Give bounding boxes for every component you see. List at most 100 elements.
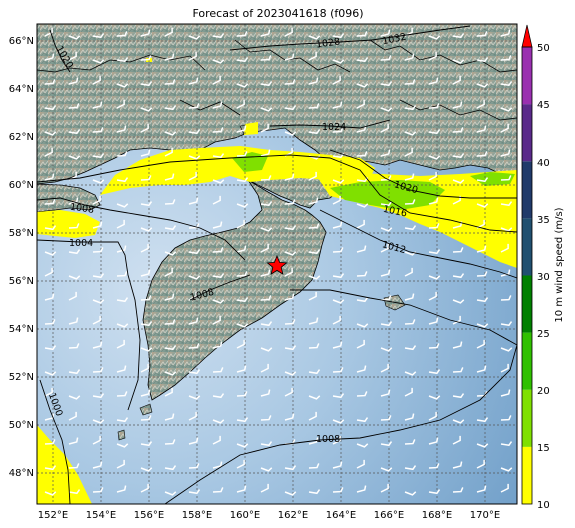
wind-barb (236, 271, 248, 277)
wind-barb (116, 459, 125, 469)
wind-barb (92, 221, 103, 229)
lat-label: 52°N (9, 372, 34, 383)
wind-barb (188, 35, 201, 40)
wind-barb (188, 369, 201, 375)
wind-barb (188, 103, 200, 109)
wind-barb (68, 103, 80, 109)
wind-barb (164, 413, 175, 421)
land-siberia (37, 24, 517, 185)
wind-barb (356, 203, 369, 208)
colorbar-tick-label: 50 (537, 43, 550, 54)
wind-barb (452, 487, 464, 493)
wind-barb (428, 317, 439, 325)
wind-barb (140, 81, 153, 87)
wind-barb (332, 435, 341, 445)
wind-barb (164, 199, 176, 205)
wind-barb (116, 31, 128, 37)
wind-barb (380, 55, 392, 61)
isobar-1028 (229, 39, 373, 51)
wind-barb (428, 155, 441, 160)
wind-barb (332, 487, 344, 493)
wind-barb (452, 393, 465, 399)
wind-barb (356, 297, 369, 303)
lon-label: 152°E (38, 510, 68, 521)
wind-barb (212, 393, 225, 399)
colorbar-band (522, 218, 532, 276)
wind-barb (164, 345, 177, 351)
wind-barb (308, 437, 319, 445)
colorbar-band (522, 161, 532, 219)
wind-barb (380, 29, 391, 37)
wind-barb (188, 275, 201, 280)
wind-barb (44, 147, 53, 157)
wind-barb (308, 223, 320, 229)
wind-barb (212, 247, 224, 253)
wind-barb (140, 467, 153, 472)
wind-barb (116, 203, 129, 208)
land-island-3 (117, 429, 126, 441)
wind-barb (260, 149, 271, 157)
wind-barb (260, 295, 272, 301)
wind-barb (356, 339, 365, 349)
wind-barb (92, 393, 105, 399)
colorbar-band (522, 332, 532, 390)
wind-barb (44, 173, 55, 181)
wind-barb (236, 443, 249, 448)
wind-barb (284, 251, 297, 256)
wind-barb (116, 339, 125, 349)
isobar-1000 (39, 379, 71, 504)
colorbar-band (522, 47, 532, 105)
wind-barb (260, 29, 271, 37)
wind-barb (212, 179, 225, 184)
wind-barb (308, 395, 321, 400)
wind-barb (404, 225, 417, 231)
wind-barb (428, 129, 441, 135)
wind-barb (476, 485, 487, 493)
wind-barb (452, 461, 463, 469)
wind-barb (500, 441, 513, 447)
lat-label: 66°N (9, 36, 34, 47)
wind-barb (140, 321, 153, 327)
colorbar-tick-label: 25 (537, 329, 550, 340)
wind-barb (140, 389, 151, 397)
wind-barb (356, 57, 369, 63)
wind-barb (284, 79, 296, 85)
wind-barb (92, 273, 105, 279)
wind-barb (500, 123, 509, 133)
wind-barb (212, 59, 225, 64)
wind-barb (44, 387, 53, 397)
wind-barb (476, 83, 489, 88)
wind-barb (308, 369, 321, 375)
wind-barb (164, 225, 177, 231)
wind-barb (356, 485, 367, 493)
wind-barb (164, 465, 177, 471)
colorbar-tick-label: 35 (537, 215, 550, 226)
latitude-labels: 66°N 64°N 62°N 60°N 58°N 56°N 54°N 52°N … (9, 36, 34, 479)
wind-barb (452, 101, 463, 109)
wind-barb (380, 243, 389, 253)
wind-barb (188, 197, 199, 205)
wind-barb (140, 55, 152, 61)
wind-barb (188, 155, 201, 160)
wind-barb (380, 483, 389, 493)
wind-barb (116, 83, 129, 88)
wind-barb (140, 107, 153, 112)
wind-barb (308, 343, 320, 349)
wind-barb (68, 197, 79, 205)
wind-barb (380, 467, 393, 472)
wind-barb (452, 315, 461, 325)
wind-barb (356, 417, 369, 423)
wind-barb (116, 177, 129, 183)
wind-barb (380, 363, 389, 373)
colorbar-band (522, 446, 532, 504)
wind-barb (92, 179, 105, 184)
wind-barb (308, 171, 317, 181)
wind-barb (380, 201, 393, 207)
wind-barb (428, 51, 437, 61)
wind-barb (284, 225, 297, 231)
wind-barb (500, 243, 509, 253)
colorbar-band (522, 275, 532, 333)
wind-barb (284, 413, 295, 421)
wind-barb (260, 227, 273, 232)
wind-barb (452, 153, 465, 159)
